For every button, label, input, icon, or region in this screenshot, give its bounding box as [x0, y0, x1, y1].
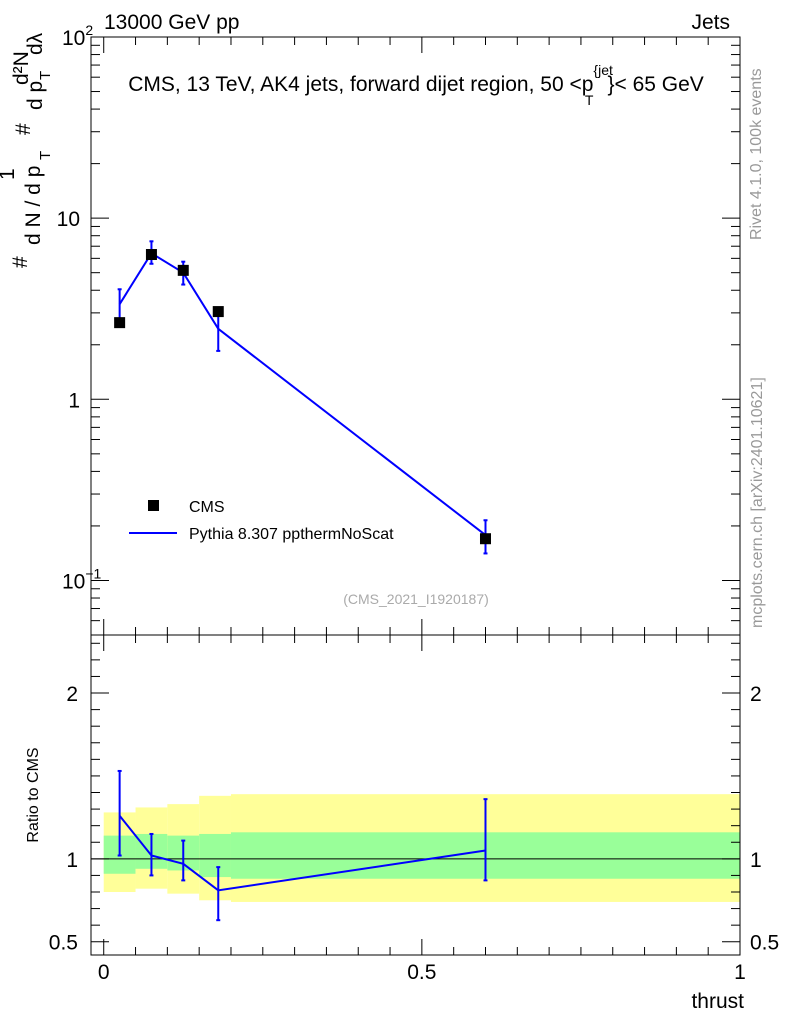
main-y-tick-label: 1 — [68, 389, 80, 412]
data-point — [145, 249, 157, 261]
ratio-y-tick-label-right: 0.5 — [750, 932, 779, 955]
main-title: CMS, 13 TeV, AK4 jets, forward dijet reg… — [128, 62, 704, 108]
ratio-y-tick-label-right: 1 — [750, 849, 762, 872]
ratio-uncertainty-bands — [103, 794, 740, 902]
main-y-label-T1: T — [37, 151, 54, 160]
legend-cms-label: CMS — [189, 499, 225, 516]
mc-line — [118, 251, 487, 536]
x-tick-label: 0 — [98, 961, 110, 984]
data-point — [479, 533, 491, 545]
analysis-watermark: (CMS_2021_I1920187) — [343, 591, 489, 607]
main-panel: 10−1 1 10 102 CMS, 13 TeV, AK4 jets, forwar… — [57, 22, 741, 636]
main-axis-ticks — [91, 36, 741, 636]
header-right: Jets — [691, 11, 730, 34]
main-y-label-T2: T — [37, 71, 54, 80]
main-y-tick-label: 10−1 — [62, 565, 102, 593]
ratio-series — [117, 769, 488, 922]
x-tick-label: 1 — [734, 961, 746, 984]
ratio-frame — [90, 634, 741, 956]
legend: CMS Pythia 8.307 ppthermNoScat — [129, 499, 394, 543]
rivet-version-label: Rivet 4.1.0, 100k events — [748, 68, 765, 240]
data-point — [114, 317, 126, 329]
ratio-y-label: Ratio to CMS — [25, 747, 42, 842]
main-y-label-hash: # — [12, 123, 35, 135]
main-y-tick-label: 10 — [57, 208, 80, 231]
ratio-y-tick-label-left: 1 — [66, 849, 78, 872]
data-series — [114, 249, 491, 545]
main-frame — [90, 36, 741, 636]
main-y-label-dp: d p — [24, 81, 47, 110]
main-y-label: # d N / d p 1 T # d p T d²N dλ — [0, 32, 54, 268]
legend-pythia-label: Pythia 8.307 ppthermNoScat — [189, 526, 394, 543]
ratio-y-tick-label-right: 2 — [750, 683, 762, 706]
header-left: 13000 GeV pp — [104, 11, 239, 34]
main-y-label-dN: d N / d p — [22, 166, 45, 245]
inner-uncertainty-band — [199, 833, 231, 878]
x-tick-labels: 0 0.5 1 — [98, 961, 746, 984]
x-axis-label: thrust — [691, 990, 744, 1013]
ratio-panel: 0.5 0.51 12 2 0 0.5 1 Ratio to CMS thrust — [25, 634, 779, 1013]
main-y-label-dlambda: dλ — [24, 32, 47, 55]
ratio-axis-ticks — [91, 635, 741, 955]
main-y-label-d2N: d²N — [10, 51, 33, 85]
ratio-y-tick-label-left: 0.5 — [49, 932, 78, 955]
mcplots-label: mcplots.cern.ch [arXiv:2401.10621] — [749, 377, 766, 628]
ratio-y-tick-label-left: 2 — [66, 683, 78, 706]
main-y-tick-labels: 10−1 1 10 102 — [57, 22, 102, 593]
main-y-tick-label: 102 — [62, 22, 93, 50]
main-y-label-denominator: # — [9, 256, 32, 268]
data-point — [177, 264, 189, 276]
mc-series — [117, 240, 488, 555]
main-y-label-one: 1 — [0, 168, 19, 180]
ratio-y-tick-labels: 0.5 0.5 1 1 2 2 — [49, 683, 779, 955]
data-point — [212, 306, 224, 318]
x-tick-label: 0.5 — [407, 961, 436, 984]
legend-cms-marker — [148, 500, 159, 511]
